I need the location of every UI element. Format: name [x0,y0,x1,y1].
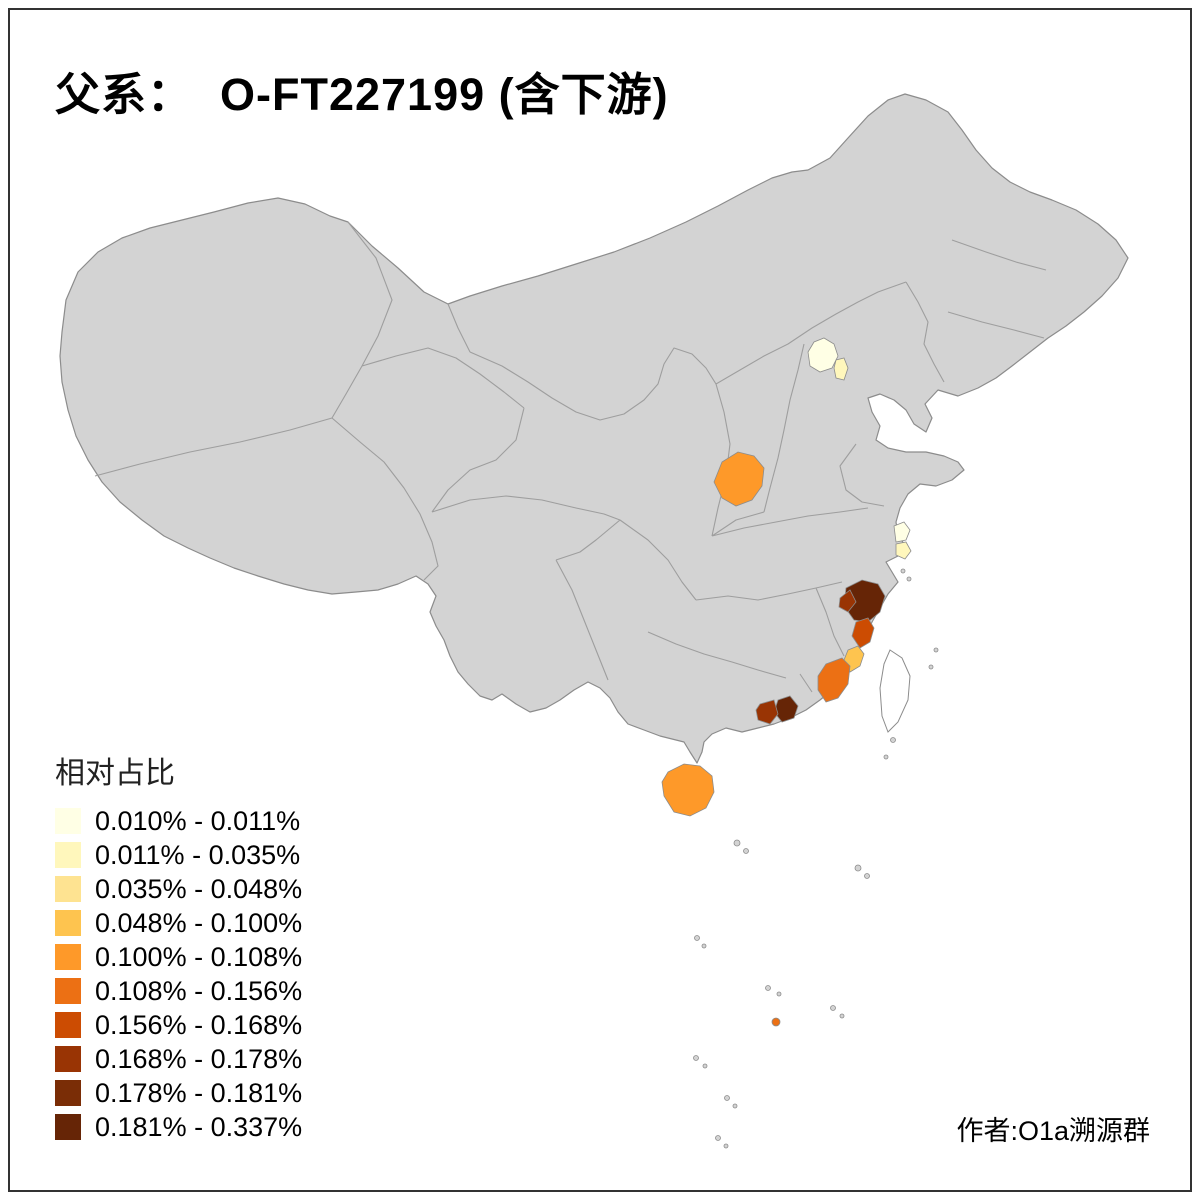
legend-swatch-rect [55,978,81,1004]
region-fujian [817,657,851,703]
legend-swatch [55,910,81,936]
legend-swatch-rect [55,1114,81,1140]
legend-swatch [55,808,81,834]
region-hainan [661,763,715,817]
legend-item: 0.010% - 0.011% [55,806,302,836]
legend-title: 相对占比 [55,757,175,790]
legend-swatch [55,978,81,1004]
page-title: 父系： O-FT227199 (含下游) [55,69,669,120]
legend-label: 0.181% - 0.337% [95,1112,303,1142]
legend-swatch [55,1080,81,1106]
island-dots [693,568,939,1149]
region-tianjin [833,357,849,381]
legend-item: 0.100% - 0.108% [55,942,303,972]
mainland-china-shape [59,93,1129,764]
map-legend: 相对占比 0.010% - 0.011% 0.011% - 0.035% 0.0… [55,748,302,1148]
legend-label: 0.011% - 0.035% [95,840,301,870]
legend-swatch-rect [55,1046,81,1072]
legend-swatch [55,1114,81,1140]
legend-swatch [55,842,81,868]
legend-swatch-rect [55,910,81,936]
legend-item: 0.181% - 0.337% [55,1112,303,1142]
legend-label: 0.178% - 0.181% [95,1078,303,1108]
legend-swatch-rect [55,842,81,868]
taiwan-island [879,649,911,733]
legend-swatch [55,1046,81,1072]
legend-item: 0.178% - 0.181% [55,1078,303,1108]
legend-label: 0.035% - 0.048% [95,874,303,904]
legend-label: 0.010% - 0.011% [95,806,301,836]
author-credit: 作者:O1a溯源群 [956,1116,1150,1146]
legend-item: 0.108% - 0.156% [55,976,303,1006]
legend-item: 0.156% - 0.168% [55,1010,303,1040]
region-penghu-islet [771,1017,781,1027]
region-jiangsu-coast [893,521,911,543]
legend-swatch-rect [55,944,81,970]
legend-item: 0.168% - 0.178% [55,1044,303,1074]
legend-swatch-rect [55,1012,81,1038]
region-zhejiang-south [851,617,875,649]
legend-swatch [55,1012,81,1038]
legend-swatch-rect [55,876,81,902]
region-beijing [807,337,839,373]
legend-item: 0.011% - 0.035% [55,840,302,870]
legend-label: 0.156% - 0.168% [95,1010,303,1040]
legend-label: 0.100% - 0.108% [95,942,303,972]
legend-label: 0.108% - 0.156% [95,976,303,1006]
region-zhejiang-inner [838,589,857,613]
region-shanxi-area [713,451,765,507]
region-guangdong-east-inner [755,699,779,725]
legend-item: 0.048% - 0.100% [55,908,303,938]
legend-swatch-rect [55,1080,81,1106]
legend-swatch [55,876,81,902]
legend-label: 0.168% - 0.178% [95,1044,303,1074]
legend-swatch-rect [55,808,81,834]
region-shanghai [895,541,912,560]
legend-swatch [55,944,81,970]
legend-item: 0.035% - 0.048% [55,874,303,904]
legend-label: 0.048% - 0.100% [95,908,303,938]
